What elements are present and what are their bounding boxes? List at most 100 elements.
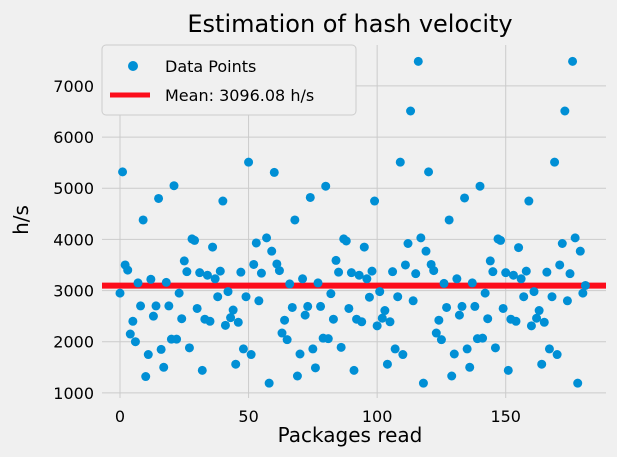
data-point <box>246 350 256 360</box>
data-point <box>136 301 146 311</box>
data-point <box>526 321 536 331</box>
data-point <box>313 278 323 288</box>
x-tick-label: 0 <box>115 407 125 426</box>
data-point <box>316 301 326 311</box>
data-point <box>341 236 351 246</box>
data-point <box>218 196 228 206</box>
data-point <box>192 303 202 313</box>
data-point <box>411 269 421 279</box>
y-tick-label: 1000 <box>53 384 94 403</box>
legend-box <box>101 44 357 116</box>
data-point <box>516 274 526 284</box>
data-point <box>375 287 385 297</box>
data-point <box>310 363 320 373</box>
data-point <box>177 314 187 324</box>
data-point <box>488 267 498 277</box>
data-point <box>429 266 439 276</box>
y-tick-label: 7000 <box>53 77 94 96</box>
data-point <box>128 316 138 326</box>
data-point <box>416 233 426 243</box>
data-point <box>146 274 156 284</box>
data-point <box>274 266 284 276</box>
data-point <box>184 343 194 353</box>
data-point <box>238 344 248 354</box>
x-tick-label: 150 <box>490 407 521 426</box>
data-point <box>251 238 261 248</box>
data-point <box>295 349 305 359</box>
data-point <box>552 350 562 360</box>
data-point <box>169 181 179 191</box>
data-point <box>195 268 205 278</box>
data-point <box>393 292 403 302</box>
data-point <box>210 274 220 284</box>
data-point <box>557 238 567 248</box>
data-point <box>179 256 189 266</box>
data-point <box>267 246 277 256</box>
data-point <box>220 320 230 330</box>
legend: Data Points Mean: 3096.08 h/s <box>101 44 357 116</box>
data-point <box>148 311 158 321</box>
data-points <box>115 56 590 388</box>
data-point <box>300 310 310 320</box>
data-point <box>439 278 449 288</box>
data-point <box>331 255 341 265</box>
data-point <box>452 274 462 284</box>
data-point <box>575 246 585 256</box>
data-point <box>236 267 246 277</box>
data-point <box>364 292 374 302</box>
data-point <box>290 215 300 225</box>
data-point <box>580 280 590 290</box>
legend-mean-label: Mean: 3096.08 h/s <box>165 86 314 105</box>
data-point <box>418 378 428 388</box>
data-point <box>285 279 295 289</box>
data-point <box>277 328 287 338</box>
data-point <box>532 313 542 323</box>
data-point <box>354 270 364 280</box>
data-point <box>123 265 133 275</box>
data-point <box>205 316 215 326</box>
y-tick-label: 5000 <box>53 179 94 198</box>
data-point <box>421 246 431 256</box>
data-point <box>357 317 367 327</box>
data-point <box>282 335 292 345</box>
data-point <box>159 362 169 372</box>
data-point <box>390 344 400 354</box>
data-point <box>303 301 313 311</box>
data-point <box>436 335 446 345</box>
data-point <box>370 196 380 206</box>
data-point <box>470 301 480 311</box>
data-point <box>434 315 444 325</box>
data-point <box>292 371 302 381</box>
data-point <box>444 215 454 225</box>
data-point <box>256 268 266 278</box>
data-point <box>233 317 243 327</box>
data-point <box>501 268 511 278</box>
y-tick-labels: 1000 2000 3000 4000 5000 6000 7000 <box>53 77 94 403</box>
data-point <box>388 267 398 277</box>
data-point <box>328 314 338 324</box>
data-point <box>542 267 552 277</box>
data-point <box>490 343 500 353</box>
data-point <box>362 274 372 284</box>
data-point <box>483 314 493 324</box>
data-point <box>223 287 233 297</box>
y-tick-label: 6000 <box>53 128 94 147</box>
data-point <box>454 310 464 320</box>
data-point <box>213 292 223 302</box>
data-point <box>534 306 544 316</box>
data-point <box>154 193 164 203</box>
data-point <box>377 313 387 323</box>
data-point <box>215 266 225 276</box>
data-point <box>321 181 331 191</box>
data-point <box>241 292 251 302</box>
data-point <box>367 266 377 276</box>
data-point <box>161 277 171 287</box>
data-point <box>431 328 441 338</box>
data-point <box>565 269 575 279</box>
data-point <box>498 303 508 313</box>
data-point <box>228 305 238 315</box>
data-point <box>143 350 153 360</box>
data-point <box>573 378 583 388</box>
data-point <box>478 333 488 343</box>
